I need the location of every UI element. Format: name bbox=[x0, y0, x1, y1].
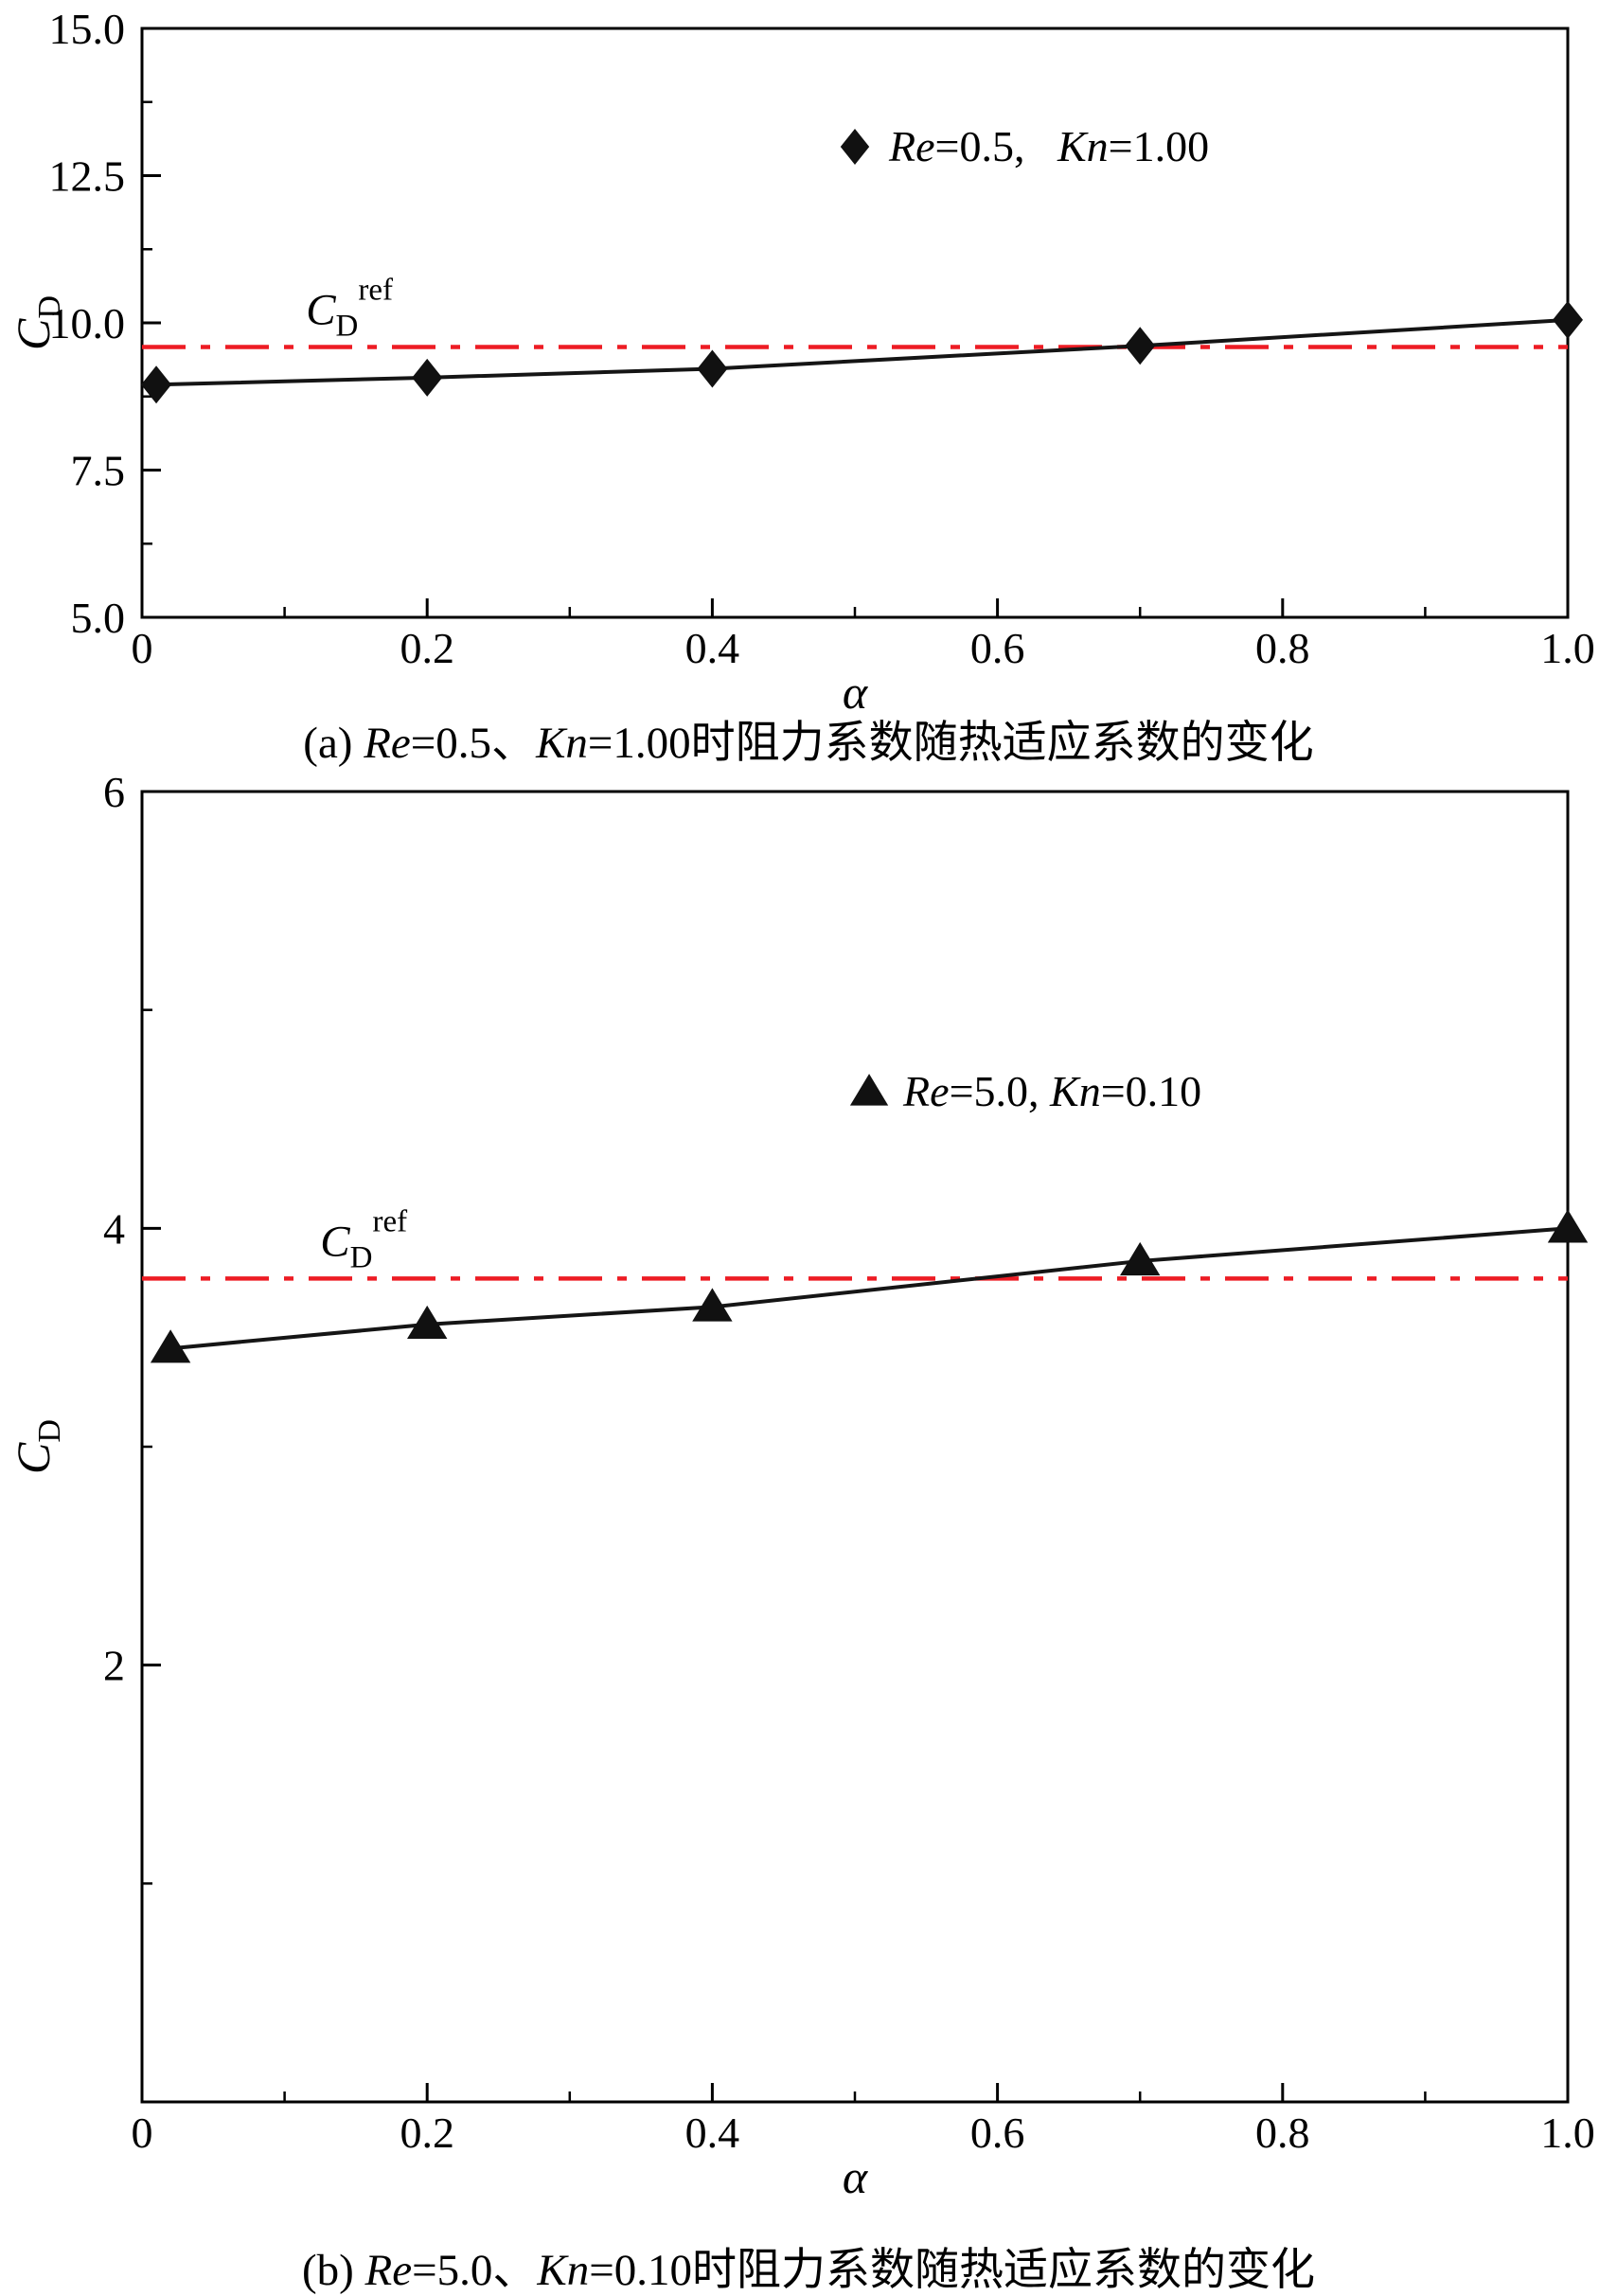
legend: Re=0.5, Kn=1.00 bbox=[840, 122, 1209, 170]
triangle-marker bbox=[150, 1329, 191, 1363]
chart-b-plot: 0 0.2 0.4 0.6 0.8 1.0 2 4 6 CDref Re=5.0, Kn=0.10 α… bbox=[7, 769, 1595, 2203]
caption-segment: =0.5、 bbox=[410, 719, 537, 768]
x-tick-label: 0.8 bbox=[1255, 2109, 1310, 2157]
x-tick-label: 0.8 bbox=[1255, 624, 1310, 672]
series-line bbox=[169, 1226, 1569, 1351]
caption-segment: Kn bbox=[537, 2246, 590, 2295]
legend-label: Re=5.0, Kn=0.10 bbox=[902, 1067, 1201, 1115]
diamond-marker bbox=[412, 358, 443, 397]
y-axis-label: CD bbox=[7, 1419, 67, 1474]
triangle-marker bbox=[1547, 1209, 1589, 1243]
caption-segment: =1.00时阻力系数随热适应系数的变化 bbox=[587, 719, 1314, 768]
y-tick-label: 6 bbox=[103, 769, 125, 816]
caption-segment: (b) bbox=[301, 2246, 365, 2295]
panel-a-caption: (a) Re=0.5、Kn=1.00时阻力系数随热适应系数的变化 bbox=[0, 718, 1617, 769]
diamond-marker bbox=[697, 349, 728, 388]
caption-segment: =0.10时阻力系数随热适应系数的变化 bbox=[589, 2246, 1316, 2295]
y-axis-label: CD bbox=[7, 295, 67, 350]
series-line bbox=[156, 317, 1569, 387]
x-axis-label: α bbox=[843, 666, 869, 714]
y-tick-label: 2 bbox=[103, 1642, 125, 1690]
plot-frame bbox=[140, 790, 1570, 2104]
x-tick-label: 0.4 bbox=[685, 2109, 740, 2157]
x-tick-label: 0.2 bbox=[400, 624, 454, 672]
reference-line-label: CDref bbox=[306, 274, 393, 344]
y-tick-label: 4 bbox=[103, 1204, 125, 1253]
y-tick-label: 12.5 bbox=[49, 152, 126, 201]
x-tick-label: 0.6 bbox=[970, 624, 1025, 672]
x-axis-label: α bbox=[843, 2150, 869, 2203]
x-tick-label: 1.0 bbox=[1540, 624, 1595, 672]
panel-a: 0 0.2 0.4 0.6 0.8 1.0 5.0 7.5 10.0 12.5 15.0 CDref R… bbox=[0, 0, 1617, 769]
triangle-marker bbox=[1120, 1241, 1161, 1276]
diamond-marker bbox=[1125, 327, 1156, 365]
plot-area: 0 0.2 0.4 0.6 0.8 1.0 5.0 7.5 10.0 12.5 15.0 CDref R… bbox=[7, 5, 1595, 714]
y-tick-label: 7.5 bbox=[71, 447, 126, 495]
y-tick-label: 10.0 bbox=[49, 299, 126, 347]
y-tick-label: 5.0 bbox=[71, 594, 126, 642]
triangle-marker bbox=[692, 1288, 733, 1322]
legend-label: Re=0.5, Kn=1.00 bbox=[888, 122, 1209, 170]
plot-area: 0 0.2 0.4 0.6 0.8 1.0 2 4 6 CDref Re=5.0, Kn=0.10 α… bbox=[7, 769, 1595, 2203]
diamond-marker bbox=[141, 365, 172, 404]
caption-segment: (a) bbox=[303, 719, 364, 768]
x-tick-label: 0 bbox=[132, 624, 153, 672]
chart-a-plot: 0 0.2 0.4 0.6 0.8 1.0 5.0 7.5 10.0 12.5 15.0 CDref R… bbox=[7, 5, 1595, 714]
reference-line-label: CDref bbox=[320, 1204, 407, 1274]
x-tick-label: 0.4 bbox=[685, 624, 740, 672]
caption-segment: Re bbox=[364, 2246, 413, 2295]
x-tick-label: 1.0 bbox=[1540, 2109, 1595, 2157]
diamond-marker bbox=[1553, 300, 1583, 339]
x-tick-label: 0.6 bbox=[970, 2109, 1025, 2157]
triangle-marker bbox=[407, 1305, 448, 1340]
x-tick-label: 0.2 bbox=[400, 2109, 454, 2157]
caption-segment: Re bbox=[364, 719, 411, 768]
legend: Re=5.0, Kn=0.10 bbox=[849, 1067, 1201, 1115]
y-tick-label: 15.0 bbox=[49, 5, 126, 53]
caption-segment: =5.0、 bbox=[412, 2246, 538, 2295]
panel-b: 0 0.2 0.4 0.6 0.8 1.0 2 4 6 CDref Re=5.0, Kn=0.10 α… bbox=[0, 769, 1617, 2296]
triangle-marker bbox=[849, 1074, 889, 1106]
panel-b-caption: (b) Re=5.0、Kn=0.10时阻力系数随热适应系数的变化 bbox=[0, 2245, 1617, 2296]
caption-segment: Kn bbox=[536, 719, 588, 768]
diamond-marker bbox=[840, 128, 870, 165]
x-tick-label: 0 bbox=[132, 2109, 153, 2157]
